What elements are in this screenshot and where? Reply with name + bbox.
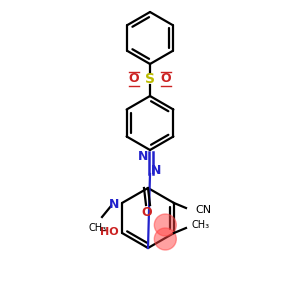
Text: O: O [161, 73, 171, 85]
Circle shape [154, 228, 176, 250]
Text: CN: CN [195, 205, 211, 215]
Text: S: S [145, 72, 155, 86]
Text: N: N [151, 164, 161, 176]
Text: N: N [109, 197, 119, 211]
Text: CH₃: CH₃ [89, 223, 107, 233]
Text: HO: HO [100, 227, 118, 237]
Circle shape [154, 214, 176, 236]
Text: N: N [138, 151, 148, 164]
Text: CH₃: CH₃ [192, 220, 210, 230]
Text: O: O [129, 73, 139, 85]
Text: O: O [142, 206, 152, 218]
